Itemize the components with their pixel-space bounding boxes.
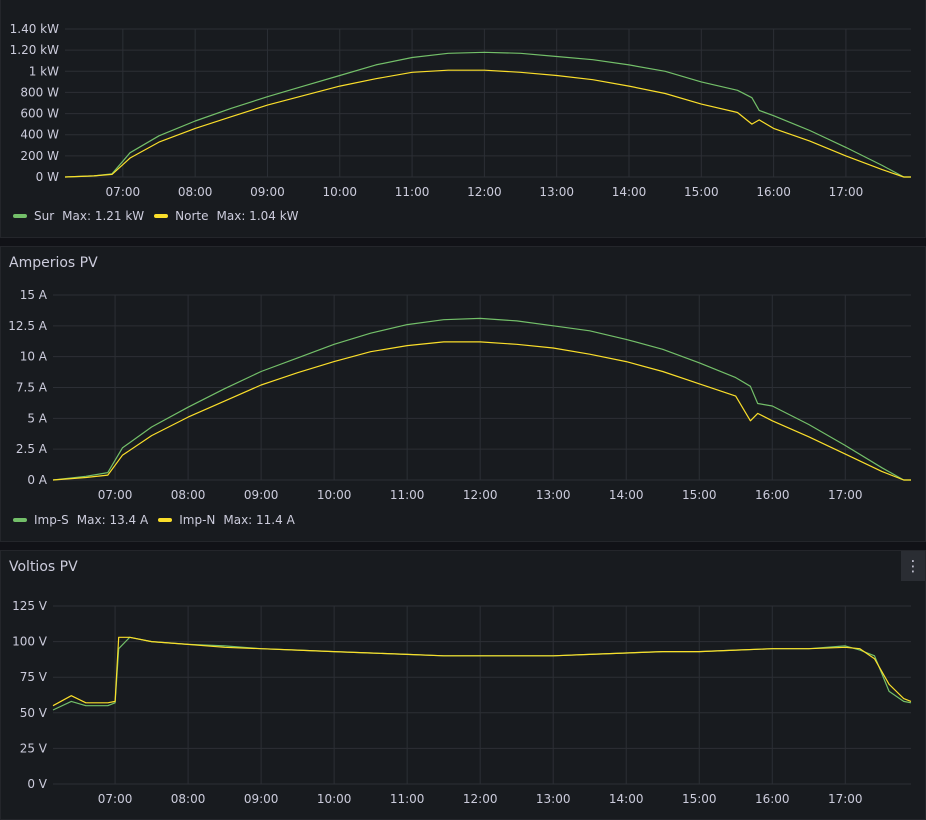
legend-swatch <box>154 214 169 218</box>
x-tick-label: 09:00 <box>244 792 279 806</box>
panel-menu-button[interactable]: ⋮ <box>901 551 925 581</box>
legend-max-value: Max: 1.21 kW <box>62 209 145 223</box>
series-line-imp-s[interactable] <box>52 317 911 481</box>
x-tick-label: 13:00 <box>536 488 571 502</box>
y-tick-label: 125 V <box>12 599 48 613</box>
x-tick-label: 15:00 <box>682 792 717 806</box>
x-tick-label: 12:00 <box>467 185 502 199</box>
legend-series-name: Norte <box>175 209 209 223</box>
series-line-s1[interactable] <box>52 636 912 707</box>
x-tick-label: 16:00 <box>755 488 790 502</box>
y-tick-label: 1 kW <box>29 64 59 78</box>
power-chart: 0 W 200 W 400 W 600 W 800 W 1 kW 1.20 kW 1.40 k… <box>10 22 911 199</box>
y-tick-label: 1.20 kW <box>10 43 59 57</box>
panel-title: Amperios PV <box>9 255 98 271</box>
x-tick-label: 11:00 <box>390 792 425 806</box>
x-tick-label: 15:00 <box>682 488 717 502</box>
y-tick-label: 12.5 A <box>8 319 48 333</box>
x-tick-label: 08:00 <box>171 488 206 502</box>
x-tick-label: 16:00 <box>755 792 790 806</box>
y-tick-label: 0 A <box>27 473 47 487</box>
legend-swatch <box>13 214 27 218</box>
x-tick-label: 09:00 <box>244 488 279 502</box>
y-tick-label: 1.40 kW <box>10 22 59 36</box>
panel-title: Voltios PV <box>9 559 78 575</box>
x-tick-label: 14:00 <box>609 488 644 502</box>
y-tick-label: 0 W <box>36 170 59 184</box>
x-tick-label: 10:00 <box>317 488 352 502</box>
x-tick-label: 11:00 <box>395 185 430 199</box>
legend-item-norte[interactable]: Norte Max: 1.04 kW <box>154 209 299 223</box>
series-line-norte[interactable] <box>64 69 911 178</box>
x-tick-label: 10:00 <box>322 185 357 199</box>
legend-max-value: Max: 1.04 kW <box>216 209 299 223</box>
legend-item-sur[interactable]: Sur Max: 1.21 kW <box>13 209 144 223</box>
y-tick-label: 100 V <box>12 635 48 649</box>
legend-series-name: Sur <box>34 209 55 223</box>
x-tick-label: 12:00 <box>463 488 498 502</box>
x-tick-label: 16:00 <box>756 185 791 199</box>
y-tick-label: 200 W <box>20 149 59 163</box>
y-tick-label: 25 V <box>20 741 48 755</box>
y-tick-label: 800 W <box>20 85 59 99</box>
x-tick-label: 11:00 <box>390 488 425 502</box>
panel-power: 0 W 200 W 400 W 600 W 800 W 1 kW 1.20 kW 1.40 k… <box>0 0 926 238</box>
panel-amperios: Amperios PV 0 A 2.5 A 5 A 7.5 A 10 A 12.5 A 15… <box>0 246 926 542</box>
more-vertical-icon: ⋮ <box>905 557 921 575</box>
x-tick-label: 17:00 <box>828 488 863 502</box>
x-tick-label: 17:00 <box>828 792 863 806</box>
legend-swatch <box>158 518 173 522</box>
y-tick-label: 15 A <box>20 288 48 302</box>
x-tick-label: 15:00 <box>684 185 719 199</box>
series-line-imp-n[interactable] <box>52 341 911 481</box>
amperios-chart: 0 A 2.5 A 5 A 7.5 A 10 A 12.5 A 15 A 07:00 08:00… <box>8 288 911 502</box>
x-tick-label: 13:00 <box>539 185 574 199</box>
x-tick-label: 14:00 <box>609 792 644 806</box>
legend-max-value: Max: 11.4 A <box>223 513 295 527</box>
y-tick-label: 0 V <box>27 777 47 791</box>
y-tick-label: 50 V <box>20 706 48 720</box>
legend-item-imp-s[interactable]: Imp-S Max: 13.4 A <box>13 513 148 527</box>
legend-series-name: Imp-N <box>179 513 216 527</box>
y-tick-label: 400 W <box>20 128 59 142</box>
x-tick-label: 07:00 <box>98 792 133 806</box>
series-line-sur[interactable] <box>64 51 911 178</box>
y-tick-label: 7.5 A <box>16 381 48 395</box>
x-tick-label: 10:00 <box>317 792 352 806</box>
y-tick-label: 2.5 A <box>16 442 48 456</box>
x-tick-label: 08:00 <box>178 185 213 199</box>
x-tick-label: 17:00 <box>829 185 864 199</box>
x-tick-label: 07:00 <box>98 488 133 502</box>
panel-voltios: Voltios PV ⋮ 0 V 25 V 50 V 75 V 100 V 125 V 07… <box>0 550 926 820</box>
legend-item-imp-n[interactable]: Imp-N Max: 11.4 A <box>158 513 295 527</box>
amperios-legend: Imp-S Max: 13.4 A Imp-N Max: 11.4 A <box>13 513 305 527</box>
legend-max-value: Max: 13.4 A <box>76 513 149 527</box>
x-tick-label: 07:00 <box>106 185 141 199</box>
x-tick-label: 08:00 <box>171 792 206 806</box>
voltios-chart: 0 V 25 V 50 V 75 V 100 V 125 V 07:00 08:00 09:00… <box>12 599 912 806</box>
x-tick-label: 12:00 <box>463 792 498 806</box>
power-legend: Sur Max: 1.21 kW Norte Max: 1.04 kW <box>13 209 309 223</box>
y-tick-label: 75 V <box>20 670 48 684</box>
x-tick-label: 09:00 <box>250 185 285 199</box>
x-tick-label: 13:00 <box>536 792 571 806</box>
x-tick-label: 14:00 <box>612 185 647 199</box>
legend-series-name: Imp-S <box>34 513 69 527</box>
legend-swatch <box>13 518 27 522</box>
y-tick-label: 10 A <box>20 350 48 364</box>
y-tick-label: 600 W <box>20 107 59 121</box>
y-tick-label: 5 A <box>27 411 47 425</box>
